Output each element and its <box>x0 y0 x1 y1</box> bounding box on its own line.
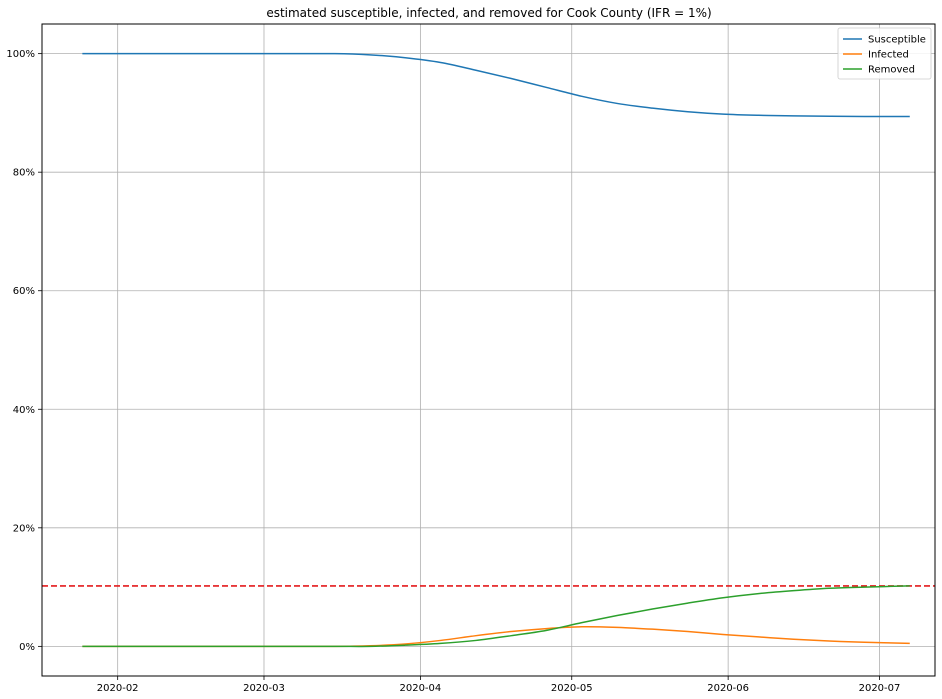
chart-title: estimated susceptible, infected, and rem… <box>266 6 711 20</box>
x-tick-label: 2020-03 <box>243 683 285 694</box>
y-axis: 0% 20% 40% 60% 80% 100% <box>6 49 42 653</box>
x-tick-label: 2020-06 <box>707 683 749 694</box>
y-tick-label: 60% <box>13 286 35 297</box>
x-tick-label: 2020-04 <box>399 683 441 694</box>
series-line-susceptible <box>82 52 910 118</box>
legend-label: Susceptible <box>868 35 926 46</box>
x-axis: 2020-02 2020-03 2020-04 2020-05 2020-06 2020-… <box>97 676 901 694</box>
y-tick-label: 100% <box>6 49 35 60</box>
x-tick-label: 2020-02 <box>97 683 139 694</box>
x-tick-label: 2020-07 <box>859 683 901 694</box>
legend: Susceptible Infected Removed <box>837 27 932 80</box>
legend-box <box>837 27 932 80</box>
series-group <box>82 52 910 648</box>
y-tick-label: 20% <box>13 523 35 534</box>
y-tick-label: 0% <box>19 642 35 653</box>
legend-label: Infected <box>868 50 909 61</box>
series-line-removed <box>82 585 910 648</box>
plot-frame <box>41 23 936 677</box>
y-tick-label: 80% <box>13 168 35 179</box>
y-tick-label: 40% <box>13 405 35 416</box>
legend-label: Removed <box>868 65 915 76</box>
x-tick-label: 2020-05 <box>551 683 593 694</box>
